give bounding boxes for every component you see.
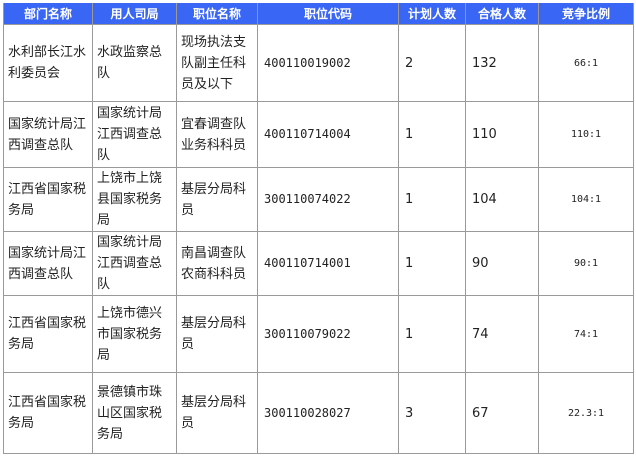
column-header-planned: 计划人数 [398,3,466,25]
cell-position: 基层分局科员 [176,295,258,373]
cell-department: 江西省国家税务局 [3,295,93,373]
column-header-qualified: 合格人数 [465,3,539,25]
table-row: 国家统计局江西调查总队 国家统计局江西调查总队 南昌调查队农商科科员 40011071… [3,231,634,296]
cell-department: 国家统计局江西调查总队 [3,101,93,168]
cell-code: 300110079022 [257,295,399,373]
cell-ratio: 90:1 [538,231,634,296]
cell-planned: 3 [398,372,466,454]
cell-qualified: 90 [465,231,539,296]
cell-ratio: 66:1 [538,24,634,102]
cell-bureau: 国家统计局江西调查总队 [92,101,177,168]
cell-qualified: 67 [465,372,539,454]
cell-bureau: 水政监察总队 [92,24,177,102]
column-header-code: 职位代码 [257,3,399,25]
cell-department: 江西省国家税务局 [3,372,93,454]
cell-ratio: 104:1 [538,167,634,232]
cell-qualified: 104 [465,167,539,232]
cell-department: 国家统计局江西调查总队 [3,231,93,296]
column-header-department: 部门名称 [3,3,93,25]
table-row: 水利部长江水利委员会 水政监察总队 现场执法支队副主任科员及以下 4001100190… [3,24,634,102]
cell-position: 南昌调查队农商科科员 [176,231,258,296]
table-row: 江西省国家税务局 上饶市上饶县国家税务局 基层分局科员 300110074022 1 10… [3,167,634,232]
cell-position: 基层分局科员 [176,372,258,454]
cell-bureau: 景德镇市珠山区国家税务局 [92,372,177,454]
cell-position: 宜春调查队业务科科员 [176,101,258,168]
column-header-ratio: 竞争比例 [538,3,634,25]
position-table: 部门名称 用人司局 职位名称 职位代码 计划人数 合格人数 竞争比例 水利部长江水利委员会水… [3,3,634,454]
cell-planned: 1 [398,167,466,232]
cell-qualified: 74 [465,295,539,373]
column-header-bureau: 用人司局 [92,3,177,25]
table-row: 江西省国家税务局 景德镇市珠山区国家税务局 基层分局科员 300110028027 3 6… [3,372,634,454]
cell-bureau: 上饶市德兴市国家税务局 [92,295,177,373]
column-header-position: 职位名称 [176,3,258,25]
cell-code: 400110019002 [257,24,399,102]
cell-department: 江西省国家税务局 [3,167,93,232]
cell-ratio: 74:1 [538,295,634,373]
cell-ratio: 22.3:1 [538,372,634,454]
cell-department: 水利部长江水利委员会 [3,24,93,102]
cell-code: 300110028027 [257,372,399,454]
cell-ratio: 110:1 [538,101,634,168]
cell-position: 现场执法支队副主任科员及以下 [176,24,258,102]
table-header-row: 部门名称 用人司局 职位名称 职位代码 计划人数 合格人数 竞争比例 [3,3,634,25]
cell-qualified: 132 [465,24,539,102]
cell-planned: 1 [398,231,466,296]
cell-code: 400110714001 [257,231,399,296]
cell-position: 基层分局科员 [176,167,258,232]
cell-bureau: 国家统计局江西调查总队 [92,231,177,296]
cell-planned: 1 [398,295,466,373]
cell-code: 300110074022 [257,167,399,232]
cell-planned: 1 [398,101,466,168]
table-row: 江西省国家税务局 上饶市德兴市国家税务局 基层分局科员 300110079022 1 74… [3,295,634,373]
cell-qualified: 110 [465,101,539,168]
table-row: 国家统计局江西调查总队 国家统计局江西调查总队 宜春调查队业务科科员 40011071… [3,101,634,168]
cell-code: 400110714004 [257,101,399,168]
cell-bureau: 上饶市上饶县国家税务局 [92,167,177,232]
cell-planned: 2 [398,24,466,102]
